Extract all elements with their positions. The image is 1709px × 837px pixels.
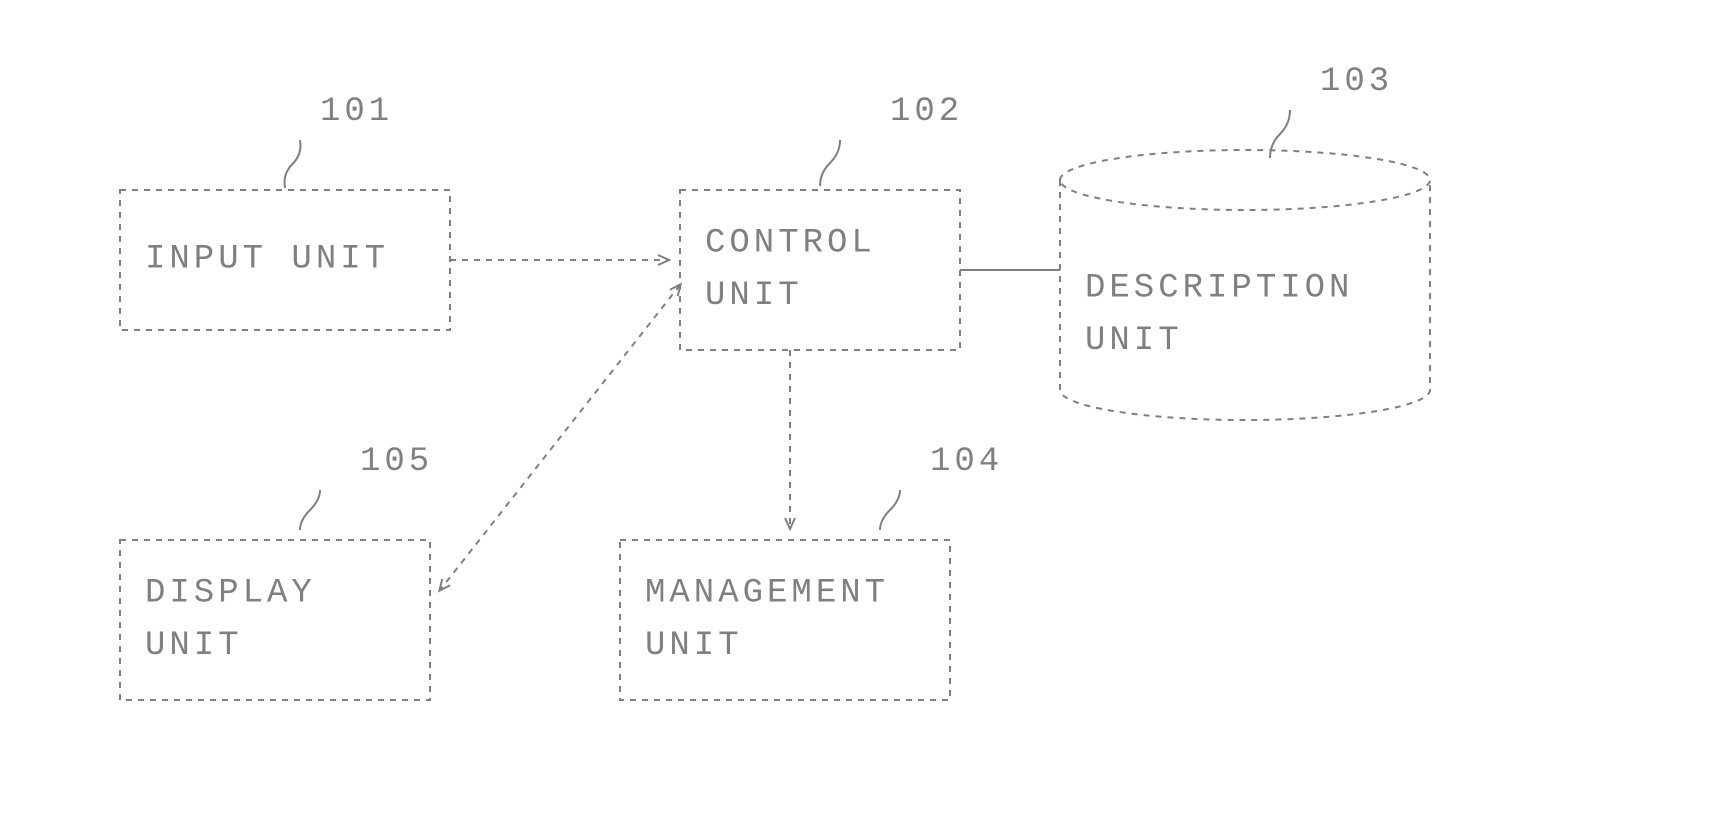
node-label-control-0: CONTROL: [705, 224, 876, 262]
node-ref-control: 102: [890, 93, 963, 131]
node-control: CONTROL UNIT 102: [680, 93, 963, 350]
node-input: INPUT UNIT 101: [120, 93, 450, 330]
node-label-input-0: INPUT UNIT: [145, 241, 389, 279]
node-ref-input: 101: [320, 93, 393, 131]
node-label-description-0: DESCRIPTION: [1085, 269, 1353, 307]
node-ref-description: 103: [1320, 63, 1393, 101]
node-ref-management: 104: [930, 443, 1003, 481]
node-label-description-1: UNIT: [1085, 322, 1183, 360]
node-ref-display: 105: [360, 443, 433, 481]
edge-control-display: [440, 285, 680, 590]
diagram-canvas: INPUT UNIT 101 CONTROL UNIT 102 DESCRIPTION UN…: [0, 0, 1709, 837]
node-label-management-0: MANAGEMENT: [645, 574, 889, 612]
node-management: MANAGEMENT UNIT 104: [620, 443, 1003, 700]
node-label-display-0: DISPLAY: [145, 574, 316, 612]
node-label-management-1: UNIT: [645, 627, 743, 665]
node-description: DESCRIPTION UNIT 103: [1060, 63, 1430, 420]
node-label-display-1: UNIT: [145, 627, 243, 665]
node-label-control-1: UNIT: [705, 277, 803, 315]
node-display: DISPLAY UNIT 105: [120, 443, 433, 700]
